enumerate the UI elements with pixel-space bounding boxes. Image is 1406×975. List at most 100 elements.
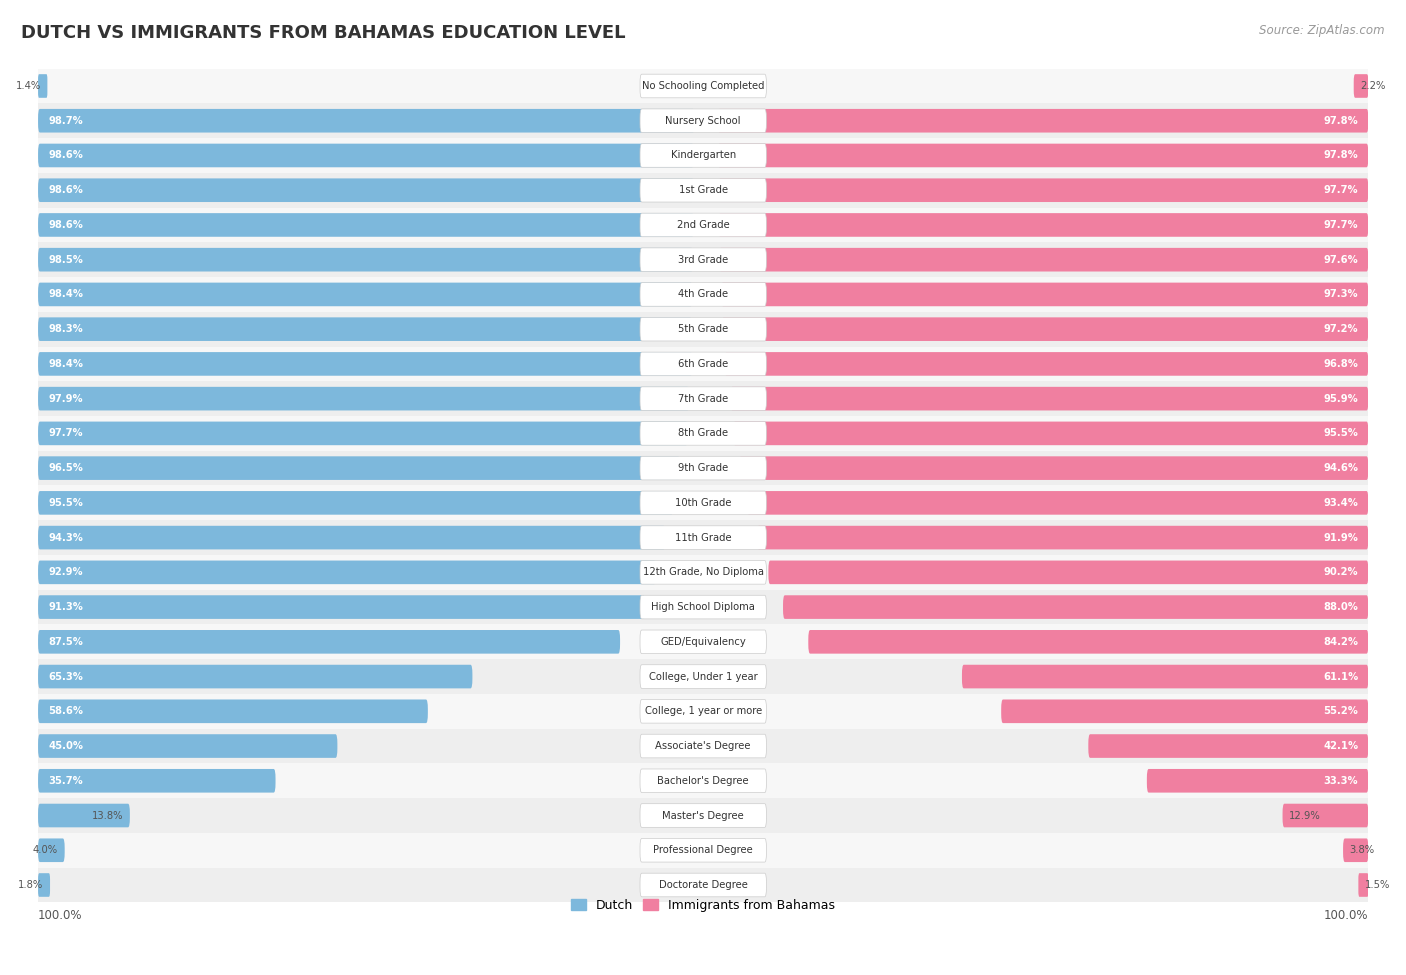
FancyBboxPatch shape bbox=[640, 283, 766, 306]
Bar bbox=[38, 277, 1368, 312]
FancyBboxPatch shape bbox=[1088, 734, 1368, 758]
Text: 98.6%: 98.6% bbox=[48, 150, 83, 161]
Text: 3.8%: 3.8% bbox=[1350, 845, 1375, 855]
FancyBboxPatch shape bbox=[38, 317, 692, 341]
Bar bbox=[38, 208, 1368, 243]
FancyBboxPatch shape bbox=[640, 387, 766, 410]
FancyBboxPatch shape bbox=[640, 630, 766, 653]
Text: 97.3%: 97.3% bbox=[1323, 290, 1358, 299]
Text: 90.2%: 90.2% bbox=[1323, 567, 1358, 577]
Text: 98.6%: 98.6% bbox=[48, 185, 83, 195]
Text: 92.9%: 92.9% bbox=[48, 567, 83, 577]
FancyBboxPatch shape bbox=[38, 456, 681, 480]
Text: 96.5%: 96.5% bbox=[48, 463, 83, 473]
Text: 9th Grade: 9th Grade bbox=[678, 463, 728, 473]
Text: 97.7%: 97.7% bbox=[1323, 220, 1358, 230]
FancyBboxPatch shape bbox=[718, 214, 1368, 237]
Text: 97.9%: 97.9% bbox=[48, 394, 83, 404]
Text: 55.2%: 55.2% bbox=[1323, 706, 1358, 717]
FancyBboxPatch shape bbox=[38, 561, 657, 584]
FancyBboxPatch shape bbox=[783, 596, 1368, 619]
Text: 33.3%: 33.3% bbox=[1323, 776, 1358, 786]
FancyBboxPatch shape bbox=[38, 214, 695, 237]
Bar bbox=[38, 138, 1368, 173]
FancyBboxPatch shape bbox=[640, 734, 766, 758]
Text: 98.4%: 98.4% bbox=[48, 359, 83, 369]
FancyBboxPatch shape bbox=[721, 317, 1368, 341]
FancyBboxPatch shape bbox=[640, 491, 766, 515]
Text: 4.0%: 4.0% bbox=[32, 845, 58, 855]
Text: 98.6%: 98.6% bbox=[48, 220, 83, 230]
FancyBboxPatch shape bbox=[640, 803, 766, 828]
FancyBboxPatch shape bbox=[38, 248, 693, 271]
Text: 97.2%: 97.2% bbox=[1323, 324, 1358, 334]
Text: 13.8%: 13.8% bbox=[91, 810, 124, 821]
Text: 65.3%: 65.3% bbox=[48, 672, 83, 682]
Text: 91.9%: 91.9% bbox=[1323, 532, 1358, 543]
Text: 10th Grade: 10th Grade bbox=[675, 498, 731, 508]
Text: 97.8%: 97.8% bbox=[1323, 150, 1358, 161]
Text: 94.6%: 94.6% bbox=[1323, 463, 1358, 473]
Legend: Dutch, Immigrants from Bahamas: Dutch, Immigrants from Bahamas bbox=[567, 894, 841, 916]
Text: Doctorate Degree: Doctorate Degree bbox=[659, 880, 748, 890]
Bar bbox=[38, 173, 1368, 208]
Text: Bachelor's Degree: Bachelor's Degree bbox=[658, 776, 749, 786]
Text: 35.7%: 35.7% bbox=[48, 776, 83, 786]
Text: High School Diploma: High School Diploma bbox=[651, 603, 755, 612]
Text: 88.0%: 88.0% bbox=[1323, 603, 1358, 612]
Bar bbox=[38, 694, 1368, 728]
FancyBboxPatch shape bbox=[640, 769, 766, 793]
Text: 97.8%: 97.8% bbox=[1323, 116, 1358, 126]
FancyBboxPatch shape bbox=[640, 74, 766, 98]
Text: 91.3%: 91.3% bbox=[48, 603, 83, 612]
Bar bbox=[38, 381, 1368, 416]
Text: 95.5%: 95.5% bbox=[48, 498, 83, 508]
Bar bbox=[38, 799, 1368, 833]
Bar bbox=[38, 346, 1368, 381]
Text: 97.7%: 97.7% bbox=[48, 428, 83, 439]
FancyBboxPatch shape bbox=[640, 109, 766, 133]
FancyBboxPatch shape bbox=[640, 699, 766, 723]
FancyBboxPatch shape bbox=[640, 456, 766, 480]
Bar bbox=[38, 103, 1368, 138]
FancyBboxPatch shape bbox=[769, 561, 1368, 584]
FancyBboxPatch shape bbox=[38, 387, 689, 410]
Text: 1.4%: 1.4% bbox=[15, 81, 41, 91]
FancyBboxPatch shape bbox=[640, 421, 766, 446]
Text: 12th Grade, No Diploma: 12th Grade, No Diploma bbox=[643, 567, 763, 577]
Text: Professional Degree: Professional Degree bbox=[654, 845, 754, 855]
Text: 1st Grade: 1st Grade bbox=[679, 185, 728, 195]
Text: Source: ZipAtlas.com: Source: ZipAtlas.com bbox=[1260, 24, 1385, 37]
FancyBboxPatch shape bbox=[640, 317, 766, 341]
Bar bbox=[38, 68, 1368, 103]
Bar bbox=[38, 243, 1368, 277]
Text: 98.3%: 98.3% bbox=[48, 324, 83, 334]
FancyBboxPatch shape bbox=[640, 596, 766, 619]
FancyBboxPatch shape bbox=[38, 665, 472, 688]
Text: College, Under 1 year: College, Under 1 year bbox=[648, 672, 758, 682]
Text: Master's Degree: Master's Degree bbox=[662, 810, 744, 821]
Bar bbox=[38, 590, 1368, 624]
FancyBboxPatch shape bbox=[1354, 74, 1368, 98]
Bar bbox=[38, 763, 1368, 799]
FancyBboxPatch shape bbox=[38, 838, 65, 862]
FancyBboxPatch shape bbox=[747, 491, 1368, 515]
Bar bbox=[38, 728, 1368, 763]
Text: 8th Grade: 8th Grade bbox=[678, 428, 728, 439]
Text: 12.9%: 12.9% bbox=[1289, 810, 1322, 821]
FancyBboxPatch shape bbox=[1001, 699, 1368, 723]
Text: DUTCH VS IMMIGRANTS FROM BAHAMAS EDUCATION LEVEL: DUTCH VS IMMIGRANTS FROM BAHAMAS EDUCATI… bbox=[21, 24, 626, 42]
FancyBboxPatch shape bbox=[640, 526, 766, 550]
Bar bbox=[38, 486, 1368, 521]
FancyBboxPatch shape bbox=[38, 769, 276, 793]
Text: 11th Grade: 11th Grade bbox=[675, 532, 731, 543]
Text: 45.0%: 45.0% bbox=[48, 741, 83, 751]
FancyBboxPatch shape bbox=[38, 734, 337, 758]
Text: 42.1%: 42.1% bbox=[1323, 741, 1358, 751]
FancyBboxPatch shape bbox=[808, 630, 1368, 653]
Text: 100.0%: 100.0% bbox=[1324, 909, 1368, 921]
Text: 5th Grade: 5th Grade bbox=[678, 324, 728, 334]
FancyBboxPatch shape bbox=[1358, 874, 1368, 897]
Text: 93.4%: 93.4% bbox=[1323, 498, 1358, 508]
Text: College, 1 year or more: College, 1 year or more bbox=[644, 706, 762, 717]
